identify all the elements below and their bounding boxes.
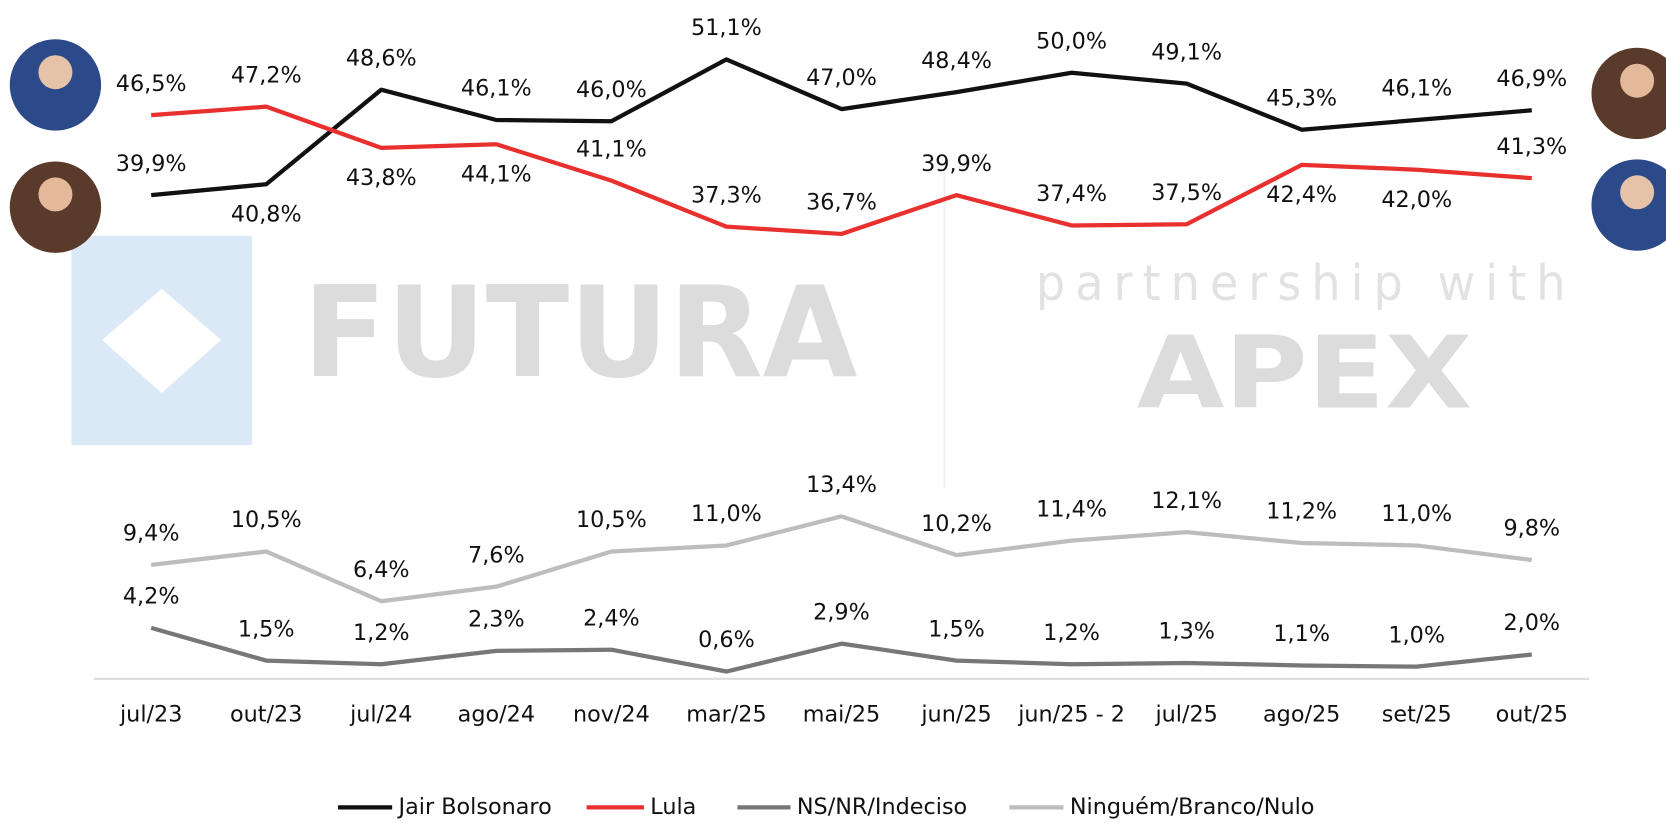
value-label: 9,4%	[123, 521, 180, 547]
x-tick-label: jul/25	[1154, 701, 1217, 727]
value-label: 11,0%	[1381, 501, 1452, 527]
value-label: 2,9%	[813, 599, 870, 625]
page: FUTURA partnership with APEX jul/23 out/2…	[0, 0, 1666, 823]
legend-label: Lula	[650, 794, 696, 819]
value-label: 46,5%	[116, 71, 187, 97]
value-label: 11,4%	[1036, 496, 1107, 522]
value-label: 42,0%	[1381, 187, 1452, 213]
value-label: 11,2%	[1266, 499, 1337, 525]
value-label: 46,9%	[1496, 66, 1567, 92]
avatar-face	[38, 177, 72, 211]
x-tick-label: ago/24	[458, 701, 535, 727]
x-tick-label: mai/25	[803, 701, 880, 727]
value-label: 1,5%	[238, 616, 295, 642]
x-tick-label: out/23	[230, 701, 302, 727]
value-label: 40,8%	[231, 202, 302, 228]
chart: FUTURA partnership with APEX jul/23 out/2…	[0, 0, 1666, 819]
watermark-brand: FUTURA	[303, 260, 858, 406]
legend-label: Ninguém/Branco/Nulo	[1070, 794, 1315, 819]
value-label: 37,5%	[1151, 180, 1222, 206]
value-label: 1,2%	[1043, 620, 1100, 646]
x-tick-label: out/25	[1496, 701, 1568, 727]
value-label: 11,0%	[691, 501, 762, 527]
x-tick-label: ago/25	[1263, 701, 1340, 727]
value-label: 2,0%	[1503, 610, 1560, 636]
value-label: 12,1%	[1151, 488, 1222, 514]
value-label: 51,1%	[691, 15, 762, 41]
value-label: 48,4%	[921, 48, 992, 74]
value-label: 2,4%	[583, 605, 640, 631]
value-label: 46,1%	[461, 76, 532, 102]
value-label: 7,6%	[468, 542, 525, 568]
value-label: 9,8%	[1503, 516, 1560, 542]
x-tick-label: jun/25	[920, 701, 991, 727]
value-label: 37,4%	[1036, 181, 1107, 207]
x-tick-label: jul/23	[119, 701, 182, 727]
value-label: 1,3%	[1158, 619, 1215, 645]
x-tick-label: mar/25	[686, 701, 766, 727]
value-label: 1,5%	[928, 616, 985, 642]
value-label: 13,4%	[806, 472, 877, 498]
value-label: 10,5%	[576, 507, 647, 533]
value-label: 0,6%	[698, 627, 755, 653]
x-tick-label: jun/25 - 2	[1017, 701, 1125, 727]
x-tick-label: set/25	[1382, 701, 1452, 727]
x-tick-label: nov/24	[573, 701, 650, 727]
value-label: 41,3%	[1496, 134, 1567, 160]
watermark-partner-text: partnership with	[1036, 255, 1576, 312]
value-label: 39,9%	[116, 151, 187, 177]
value-label: 48,6%	[346, 45, 417, 71]
x-tick-label: jul/24	[349, 701, 412, 727]
value-label: 43,8%	[346, 165, 417, 191]
value-label: 1,2%	[353, 620, 410, 646]
value-label: 36,7%	[806, 190, 877, 216]
value-label: 42,4%	[1266, 182, 1337, 208]
avatar-face	[1620, 64, 1654, 98]
value-label: 47,0%	[806, 65, 877, 91]
value-label: 10,5%	[231, 507, 302, 533]
value-label: 46,0%	[576, 77, 647, 103]
value-label: 47,2%	[231, 62, 302, 88]
legend-label: Jair Bolsonaro	[397, 794, 552, 819]
value-label: 39,9%	[921, 151, 992, 177]
value-label: 6,4%	[353, 557, 410, 583]
value-label: 10,2%	[921, 511, 992, 537]
value-label: 4,2%	[123, 584, 180, 610]
value-label: 37,3%	[691, 182, 762, 208]
value-label: 46,1%	[1381, 76, 1452, 102]
watermark-partner: APEX	[1137, 315, 1473, 432]
value-label: 1,0%	[1388, 622, 1445, 648]
legend-label: NS/NR/Indeciso	[797, 794, 967, 819]
value-label: 44,1%	[461, 162, 532, 188]
avatar-face	[38, 55, 72, 89]
avatar-face	[1620, 175, 1654, 209]
value-label: 2,3%	[468, 607, 525, 633]
value-label: 50,0%	[1036, 28, 1107, 54]
value-label: 1,1%	[1273, 621, 1330, 647]
value-label: 49,1%	[1151, 39, 1222, 65]
value-label: 41,1%	[576, 136, 647, 162]
value-label: 45,3%	[1266, 85, 1337, 111]
